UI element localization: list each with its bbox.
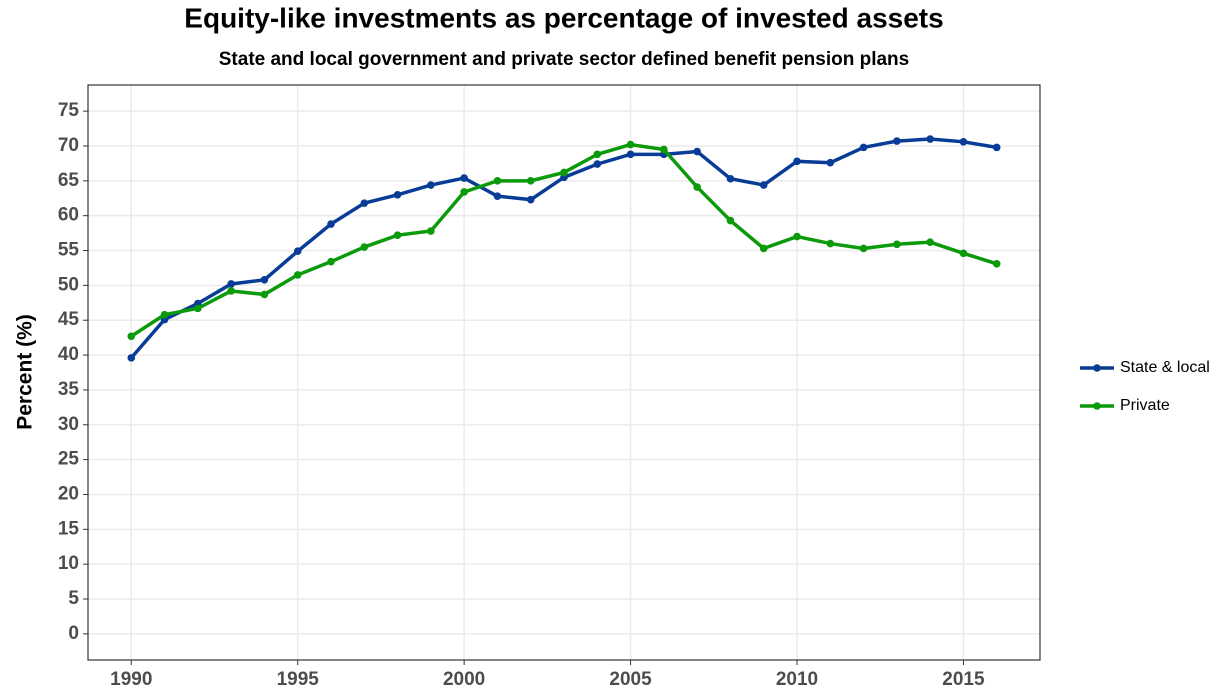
data-point [127, 354, 136, 362]
data-point [160, 310, 169, 319]
x-tick-label: 1995 [277, 669, 320, 690]
data-point [826, 239, 835, 248]
data-point [293, 247, 302, 256]
y-tick-label: 45 [58, 309, 80, 330]
data-point [393, 190, 402, 199]
data-point [127, 332, 136, 341]
data-point [460, 174, 468, 182]
legend-swatch [1093, 402, 1101, 410]
data-point [992, 259, 1001, 268]
data-point [660, 145, 668, 154]
data-point [693, 147, 701, 156]
y-tick-label: 0 [68, 623, 79, 644]
data-point [726, 174, 735, 183]
y-tick-label: 50 [58, 274, 79, 295]
y-tick-label: 55 [58, 240, 80, 261]
x-tick-label: 2000 [443, 669, 485, 690]
x-tick-label: 1990 [110, 669, 152, 690]
data-point [560, 168, 568, 177]
data-point [626, 150, 635, 159]
data-point [327, 220, 335, 228]
y-tick-label: 70 [58, 135, 79, 156]
data-point [327, 257, 335, 266]
y-tick-label: 20 [58, 483, 79, 504]
data-point [427, 181, 435, 189]
chart-title: Equity-like investments as percentage of… [184, 2, 943, 33]
data-point [460, 188, 468, 196]
data-point [526, 177, 535, 185]
data-point [593, 160, 602, 168]
data-point [360, 243, 369, 251]
data-point [260, 276, 269, 284]
data-point [926, 238, 934, 246]
data-point [893, 137, 901, 145]
data-point [759, 181, 768, 189]
y-tick-label: 75 [58, 100, 80, 121]
plot-border [87, 84, 1041, 661]
data-point [626, 140, 635, 149]
y-tick-label: 35 [58, 379, 80, 400]
y-tick-label: 60 [58, 205, 79, 226]
legend-label: State & local [1120, 359, 1210, 376]
y-tick-label: 40 [58, 344, 79, 365]
data-point [959, 249, 968, 258]
data-point [826, 158, 835, 167]
y-tick-label: 5 [68, 588, 79, 609]
data-point [992, 143, 1001, 152]
data-point [360, 199, 369, 207]
y-tick-label: 30 [58, 414, 79, 435]
y-tick-label: 65 [58, 170, 80, 191]
data-point [926, 135, 934, 143]
data-point [227, 287, 235, 295]
x-tick-label: 2010 [776, 669, 818, 690]
data-point [893, 240, 901, 249]
legend-label: Private [1120, 397, 1170, 414]
data-point [194, 304, 202, 313]
data-point [427, 227, 435, 235]
data-point [693, 183, 701, 191]
data-point [260, 290, 269, 299]
data-point [859, 143, 868, 152]
data-point [227, 280, 235, 288]
data-point [493, 177, 502, 185]
y-tick-label: 15 [58, 518, 80, 539]
data-point [793, 232, 801, 241]
data-point [393, 231, 402, 239]
x-tick-label: 2005 [609, 669, 652, 690]
legend-swatch [1093, 364, 1101, 372]
data-point [759, 244, 768, 253]
data-point [959, 138, 968, 146]
data-point [859, 244, 868, 253]
data-point [793, 157, 801, 166]
chart-subtitle: State and local government and private s… [219, 49, 909, 70]
data-point [726, 216, 735, 225]
x-tick-label: 2015 [942, 669, 985, 690]
data-point [526, 195, 535, 204]
data-point [493, 192, 502, 200]
y-tick-label: 25 [58, 449, 80, 470]
y-tick-label: 10 [58, 553, 79, 574]
data-point [593, 150, 602, 159]
y-axis-label: Percent (%) [14, 314, 37, 430]
data-point [293, 271, 302, 279]
